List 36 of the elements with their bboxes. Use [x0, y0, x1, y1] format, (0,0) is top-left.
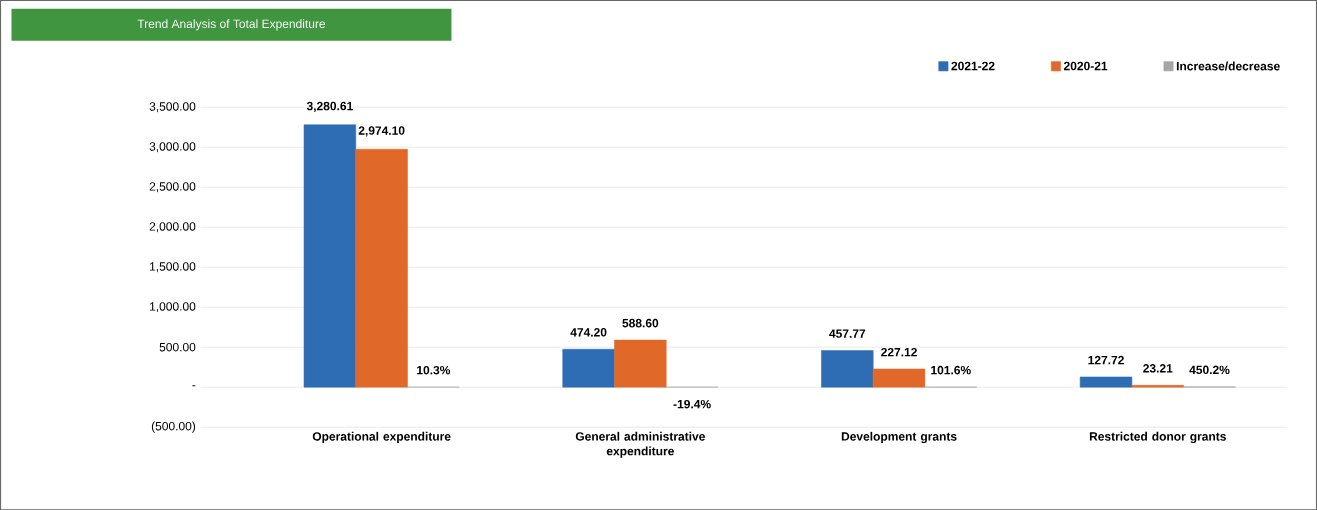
data-label: 23.21	[1143, 363, 1173, 373]
data-label: 2,974.10	[358, 126, 405, 137]
bar	[355, 148, 408, 388]
data-label: -19.4%	[673, 399, 711, 409]
data-label: 457.77	[829, 329, 866, 338]
data-label: 227.12	[881, 347, 917, 357]
data-label: 3,280.61	[306, 101, 353, 112]
data-label: 588.60	[622, 318, 659, 328]
y-tick-label: 3,500.00	[149, 102, 196, 112]
x-tick-label: Operational expenditure	[312, 431, 451, 443]
y-tick-label: 2,000.00	[149, 222, 196, 232]
data-label: 10.3%	[417, 365, 451, 375]
data-label: 450.2%	[1189, 365, 1230, 374]
legend-label: 2020-21	[1063, 61, 1108, 71]
bar	[303, 124, 357, 388]
bar	[821, 350, 874, 388]
chart-title: Trend Analysis of Total Expenditure	[137, 19, 326, 31]
y-tick-label: (500.00)	[151, 421, 196, 433]
y-tick-label: -	[192, 385, 196, 387]
y-tick-label: 1,500.00	[150, 262, 196, 272]
x-tick-label: Development grants	[841, 431, 957, 443]
y-tick-label: 500.00	[159, 342, 196, 352]
bar	[872, 368, 926, 388]
bar	[1079, 376, 1133, 388]
bar	[614, 339, 667, 388]
data-label: 474.20	[570, 327, 607, 337]
y-tick-label: 3,000.00	[149, 142, 196, 152]
y-tick-label: 2,500.00	[149, 182, 196, 192]
bar	[562, 348, 615, 388]
data-label: 127.72	[1088, 355, 1124, 365]
legend-label: 2021-22	[951, 61, 995, 71]
x-tick-label: General administrative expenditure	[575, 431, 705, 458]
x-tick-label: Restricted donor grants	[1089, 431, 1226, 443]
data-label: 101.6%	[931, 365, 971, 375]
y-tick-label: 1,000.00	[150, 302, 196, 312]
legend-label: Increase/decrease	[1176, 61, 1280, 71]
